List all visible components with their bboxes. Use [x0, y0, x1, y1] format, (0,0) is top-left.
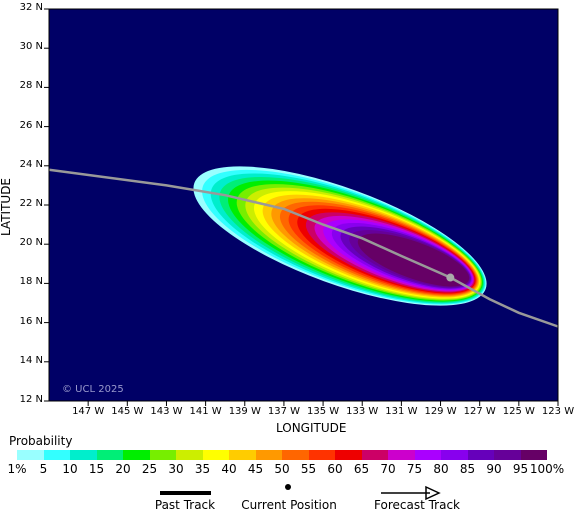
colorbar-swatch: [520, 450, 547, 460]
colorbar-swatch: [282, 450, 309, 460]
lat-tick-label: 32 N: [19, 2, 43, 13]
colorbar-label: 60: [327, 462, 343, 476]
colorbar-label: 25: [141, 462, 158, 476]
colorbar-swatch: [467, 450, 494, 460]
axis-ticks: [44, 8, 559, 406]
colorbar-swatch: [308, 450, 335, 460]
colorbar-label: 85: [459, 462, 476, 476]
lon-tick-label: 141 W: [189, 406, 222, 417]
colorbar-swatch: [96, 450, 123, 460]
colorbar-label: 65: [353, 462, 370, 476]
colorbar-label: 80: [433, 462, 449, 476]
colorbar-label: 55: [300, 462, 317, 476]
colorbar-swatch: [123, 450, 150, 460]
colorbar-label: 15: [88, 462, 105, 476]
current-position-symbol: [285, 484, 291, 490]
lat-tick-label: 18 N: [19, 276, 43, 288]
colorbar-label: 75: [406, 462, 423, 476]
colorbar-swatch: [17, 450, 44, 460]
colorbar-label: 40: [221, 462, 237, 476]
lat-tick-label: 28 N: [19, 80, 43, 92]
lon-tick-label: 135 W: [306, 406, 340, 417]
legend-title: Probability: [9, 434, 73, 448]
forecast-track-arrowhead: [425, 485, 441, 501]
forecast-track-label: Forecast Track: [374, 498, 460, 512]
lon-tick-label: 123 W: [541, 406, 575, 417]
colorbar-swatch: [494, 450, 521, 460]
past-track-label: Past Track: [154, 498, 216, 512]
colorbar-swatch: [255, 450, 282, 460]
map-border: [48, 8, 559, 402]
colorbar-label: 10: [62, 462, 78, 476]
colorbar-swatch: [361, 450, 388, 460]
lat-tick-label: 24 N: [19, 158, 43, 170]
lon-tick-label: 125 W: [502, 406, 535, 417]
colorbar-swatch: [388, 450, 415, 460]
lat-tick-label: 22 N: [19, 198, 43, 209]
colorbar-label: 20: [115, 462, 131, 476]
lon-tick-label: 143 W: [150, 406, 183, 417]
lat-tick-label: 30 N: [19, 41, 43, 53]
colorbar-label: 95: [512, 462, 529, 476]
watermark: © UCL 2025: [62, 384, 124, 395]
lon-tick-label: 127 W: [463, 406, 496, 417]
colorbar-label: 50: [274, 462, 290, 476]
lon-tick-label: 131 W: [385, 406, 418, 417]
lon-tick-label: 145 W: [111, 406, 144, 417]
colorbar-label: 1%: [7, 462, 27, 476]
probability-colorbar: [17, 450, 547, 460]
current-position-marker: [446, 273, 455, 282]
colorbar-label: 90: [486, 462, 502, 476]
colorbar-swatch: [202, 450, 229, 460]
lat-tick-label: 12 N: [19, 394, 43, 405]
lat-tick-label: 20 N: [19, 237, 43, 249]
colorbar-label: 45: [247, 462, 264, 476]
lon-tick-label: 147 W: [72, 406, 105, 417]
lat-tick-label: 26 N: [19, 119, 43, 131]
colorbar-swatch: [43, 450, 70, 460]
lon-tick-label: 129 W: [424, 406, 457, 417]
lon-tick-label: 137 W: [267, 406, 300, 417]
colorbar-label: 100%: [529, 462, 565, 476]
colorbar-swatch: [414, 450, 441, 460]
lat-tick-label: 14 N: [19, 354, 43, 366]
colorbar-swatch: [149, 450, 176, 460]
colorbar-label: 35: [194, 462, 211, 476]
lat-tick-label: 16 N: [19, 315, 43, 327]
x-axis-title: LONGITUDE: [276, 421, 347, 435]
colorbar-swatch: [441, 450, 468, 460]
colorbar-label: 30: [168, 462, 184, 476]
colorbar-swatch: [176, 450, 203, 460]
colorbar-label: 70: [380, 462, 396, 476]
lon-tick-label: 139 W: [228, 406, 261, 417]
colorbar-swatch: [335, 450, 362, 460]
storm-track-line: [48, 168, 559, 328]
colorbar-swatch: [70, 450, 97, 460]
current-position-label: Current Position: [241, 498, 337, 512]
lon-tick-label: 133 W: [346, 406, 379, 417]
y-axis-title: LATITUDE: [0, 177, 14, 237]
colorbar-swatch: [229, 450, 256, 460]
colorbar-label: 5: [39, 462, 48, 476]
